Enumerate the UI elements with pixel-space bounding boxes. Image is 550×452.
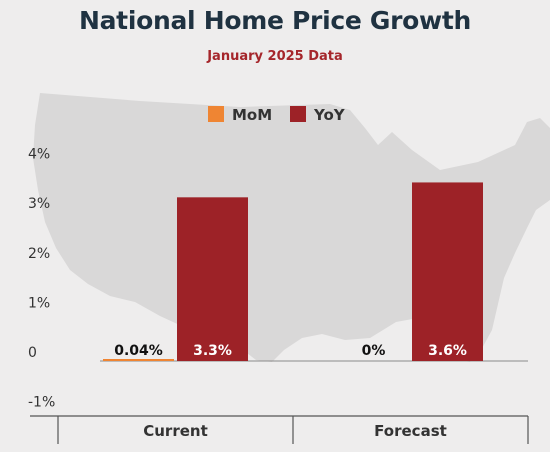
x-category-label: Current	[143, 422, 208, 440]
bar-yoy-current	[177, 197, 248, 361]
legend-label-yoy: YoY	[313, 106, 346, 124]
y-tick-label: 4%	[28, 147, 50, 163]
y-tick-label: 0	[28, 345, 37, 361]
chart-subtitle: January 2025 Data	[207, 49, 343, 64]
y-tick-label: 3%	[28, 196, 50, 212]
chart-title: National Home Price Growth	[78, 6, 471, 35]
y-tick-label: 2%	[28, 246, 50, 262]
data-label-mom-current: 0.04%	[114, 343, 163, 359]
y-tick-label: 1%	[28, 295, 50, 311]
data-label-mom-forecast: 0%	[362, 343, 386, 359]
legend-label-mom: MoM	[232, 106, 272, 124]
legend-swatch-yoy	[290, 106, 306, 122]
y-tick-label: -1%	[28, 395, 55, 411]
bar-yoy-forecast	[412, 182, 483, 361]
data-label-yoy-forecast: 3.6%	[428, 343, 467, 359]
legend-swatch-mom	[208, 106, 224, 122]
x-category-label: Forecast	[374, 422, 447, 440]
bar-mom-current	[103, 359, 174, 361]
data-label-yoy-current: 3.3%	[193, 343, 232, 359]
